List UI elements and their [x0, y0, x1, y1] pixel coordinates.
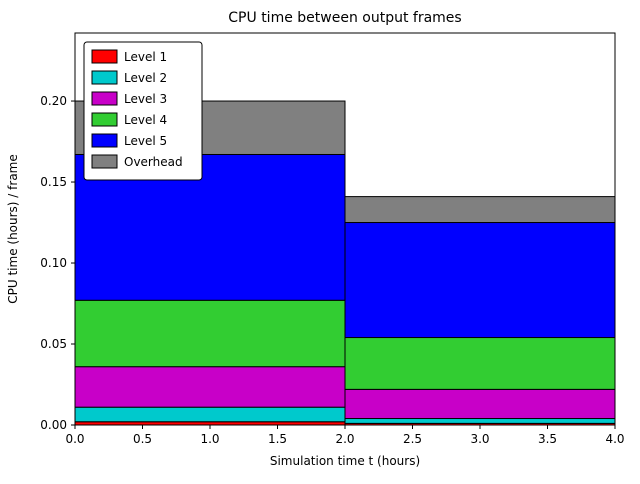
x-tick-label: 2.5 — [403, 432, 422, 446]
legend-label: Overhead — [124, 155, 183, 169]
legend-label: Level 4 — [124, 113, 167, 127]
legend-label: Level 2 — [124, 71, 167, 85]
y-tick-label: 0.00 — [40, 418, 67, 432]
x-axis: 0.0 0.5 1.0 1.5 2.0 2.5 3.0 3.5 4.0 — [65, 425, 625, 446]
y-tick-label: 0.20 — [40, 94, 67, 108]
legend-swatch-level-1 — [91, 49, 118, 64]
y-tick-label: 0.05 — [40, 337, 67, 351]
bar-segment-level-5-1 — [344, 222, 616, 339]
legend-swatch-level-3 — [91, 91, 118, 106]
y-axis-label: CPU time (hours) / frame — [6, 154, 20, 304]
x-tick-label: 0.5 — [133, 432, 152, 446]
legend-label: Level 3 — [124, 92, 167, 106]
x-tick-label: 3.5 — [538, 432, 557, 446]
legend-swatch-overhead — [91, 154, 118, 169]
legend-label: Level 1 — [124, 50, 167, 64]
x-tick-label: 1.0 — [200, 432, 219, 446]
y-tick-label: 0.10 — [40, 256, 67, 270]
x-tick-label: 3.0 — [470, 432, 489, 446]
legend-swatch-level-2 — [91, 70, 118, 85]
bar-segment-overhead-1 — [344, 196, 616, 224]
bar-segment-level-3-0 — [74, 366, 346, 408]
x-tick-label: 0.0 — [65, 432, 84, 446]
bar-segment-level-4-1 — [344, 337, 616, 390]
x-tick-label: 4.0 — [605, 432, 624, 446]
x-tick-label: 2.0 — [335, 432, 354, 446]
legend-swatch-level-4 — [91, 112, 118, 127]
x-axis-label: Simulation time t (hours) — [270, 454, 420, 468]
legend-swatch-level-5 — [91, 133, 118, 148]
bar-segment-level-4-0 — [74, 299, 346, 368]
y-axis: 0.00 0.05 0.10 0.15 0.20 — [40, 94, 75, 432]
y-tick-label: 0.15 — [40, 175, 67, 189]
bar-segment-level-2-0 — [74, 406, 346, 423]
legend: Level 1 Level 2 Level 3 Level 4 Level 5 Overh… — [83, 41, 203, 181]
chart-title: CPU time between output frames — [228, 10, 461, 26]
bar-segment-level-3-1 — [344, 388, 616, 420]
bar-segment-level-2-1 — [344, 418, 616, 424]
legend-label: Level 5 — [124, 134, 167, 148]
x-tick-label: 1.5 — [268, 432, 287, 446]
